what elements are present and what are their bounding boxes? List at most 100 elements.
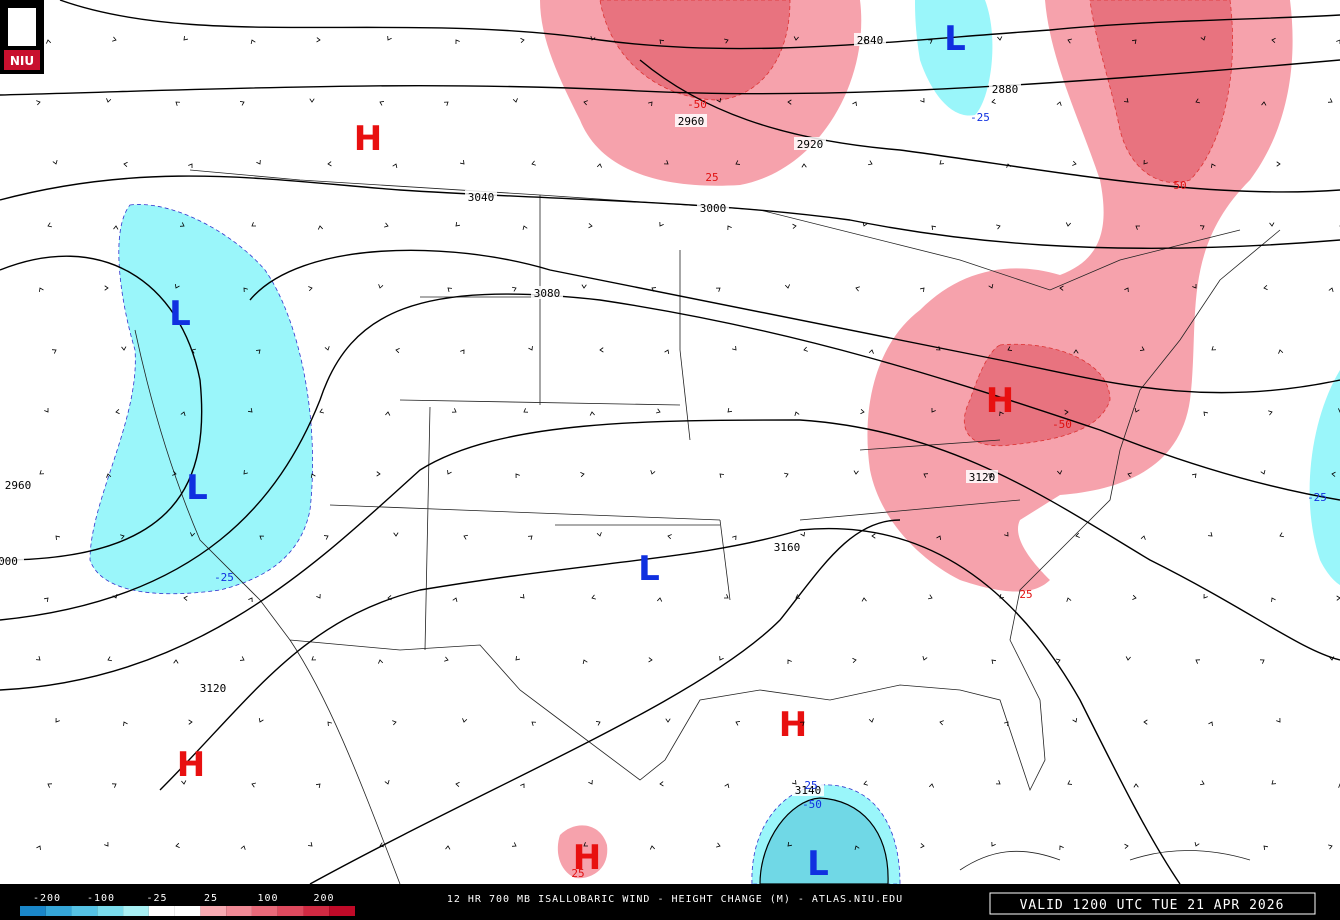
wind-arrow bbox=[784, 284, 791, 289]
wind-arrow bbox=[991, 98, 996, 105]
wind-arrow bbox=[309, 98, 315, 103]
wind-arrow bbox=[800, 531, 805, 537]
contour-label: 3140 bbox=[795, 784, 822, 797]
wind-arrow bbox=[1278, 349, 1284, 354]
colorbar-swatch bbox=[174, 906, 201, 916]
wind-arrow bbox=[316, 37, 321, 43]
wind-arrow bbox=[1261, 101, 1267, 106]
wind-arrow bbox=[665, 718, 671, 723]
wind-arrow bbox=[724, 783, 730, 788]
wind-arrow bbox=[988, 284, 994, 289]
wind-arrow bbox=[852, 101, 857, 107]
wind-arrow bbox=[650, 470, 656, 475]
wind-arrow bbox=[1132, 594, 1137, 601]
wind-arrow bbox=[106, 473, 112, 478]
contour bbox=[0, 293, 1340, 621]
wind-arrow bbox=[511, 842, 517, 847]
wind-arrow bbox=[991, 841, 996, 847]
wind-arrow bbox=[648, 657, 653, 663]
wind-arrow bbox=[1260, 470, 1266, 475]
wind-arrow bbox=[854, 845, 860, 850]
wind-arrow bbox=[443, 101, 449, 106]
wind-arrow bbox=[991, 659, 997, 664]
wind-arrow bbox=[732, 535, 737, 541]
wind-arrow bbox=[121, 346, 127, 351]
contour bbox=[309, 519, 901, 885]
wind-arrow bbox=[1073, 349, 1079, 354]
wind-arrow bbox=[528, 345, 533, 351]
colorbar-swatch bbox=[148, 906, 175, 916]
wind-arrow bbox=[1056, 101, 1062, 106]
wind-arrow bbox=[863, 39, 869, 44]
wind-arrow bbox=[1269, 222, 1275, 227]
map-title: 12 HR 700 MB ISALLOBARIC WIND - HEIGHT C… bbox=[447, 894, 903, 905]
wind-arrow bbox=[323, 535, 329, 540]
wind-arrow bbox=[1329, 656, 1335, 661]
wind-arrow bbox=[511, 286, 517, 292]
contour-label: 2880 bbox=[992, 83, 1019, 96]
wind-arrow bbox=[175, 101, 181, 106]
wind-arrow bbox=[1271, 780, 1277, 785]
wind-arrow bbox=[111, 783, 117, 788]
wind-arrow bbox=[787, 659, 792, 665]
wind-arrow bbox=[378, 284, 384, 289]
wind-arrow bbox=[787, 841, 792, 847]
label-halo bbox=[197, 681, 229, 694]
wind-arrow bbox=[716, 97, 722, 103]
wind-arrow bbox=[460, 159, 465, 165]
change-label: 25 bbox=[804, 779, 817, 792]
change-label: -50 bbox=[802, 798, 822, 811]
wind-arrow bbox=[107, 656, 113, 662]
wind-arrow bbox=[996, 224, 1001, 230]
label-halo bbox=[2, 478, 34, 491]
wind-arrow bbox=[243, 287, 248, 293]
contour-label: 3000 bbox=[700, 202, 727, 215]
wind-arrow bbox=[583, 100, 588, 106]
change-label: 25 bbox=[571, 867, 584, 880]
wind-arrow bbox=[384, 780, 390, 785]
border-line bbox=[189, 169, 1241, 291]
wind-arrow bbox=[1194, 842, 1200, 847]
height-contours bbox=[0, 0, 1340, 885]
contour bbox=[59, 0, 1340, 50]
change-label: -50 bbox=[687, 98, 707, 111]
change-label: 25 bbox=[705, 171, 718, 184]
wind-arrow bbox=[1006, 163, 1012, 168]
wind-arrow bbox=[317, 225, 323, 230]
contour bbox=[0, 59, 1340, 96]
colorbar-swatch bbox=[277, 906, 304, 916]
wind-arrow bbox=[920, 97, 925, 103]
wind-arrow bbox=[47, 222, 52, 228]
wind-arrow bbox=[324, 346, 330, 351]
wind-arrow bbox=[1072, 160, 1077, 166]
wind-arrow bbox=[1133, 783, 1139, 788]
coastline bbox=[289, 639, 401, 885]
wind-arrow bbox=[868, 349, 874, 354]
wind-arrow bbox=[1328, 287, 1334, 292]
colorbar-swatch bbox=[226, 906, 252, 916]
wind-arrow bbox=[939, 160, 945, 165]
footer: -200 -100 -25 25 100 200 12 HR 700 MB ISALLOB… bbox=[0, 884, 1340, 920]
wind-arrow bbox=[795, 594, 801, 599]
wind-arrow bbox=[867, 160, 873, 166]
wind-arrow bbox=[1131, 39, 1137, 44]
colorbar-swatch bbox=[251, 906, 278, 916]
wind-arrow bbox=[44, 407, 49, 413]
wind-arrow bbox=[735, 721, 741, 726]
wind-arrow bbox=[462, 718, 468, 723]
wind-arrow bbox=[1279, 532, 1285, 538]
contour-label: 3120 bbox=[969, 471, 996, 484]
wind-arrow bbox=[590, 36, 596, 41]
label-halo bbox=[794, 137, 826, 150]
wind-arrow bbox=[794, 411, 800, 416]
map-labels: HHHHHLLLLL284028802960292030403000308029… bbox=[0, 19, 1340, 884]
wind-arrow bbox=[580, 471, 585, 478]
colorbar-swatch bbox=[20, 906, 46, 916]
wind-arrow bbox=[1065, 222, 1071, 227]
pressure-center: H bbox=[779, 705, 807, 745]
wind-arrow bbox=[927, 39, 933, 44]
contour bbox=[249, 249, 1340, 394]
wind-arrow bbox=[512, 98, 518, 103]
wind-arrow bbox=[247, 408, 253, 413]
wind-arrow bbox=[307, 842, 313, 847]
